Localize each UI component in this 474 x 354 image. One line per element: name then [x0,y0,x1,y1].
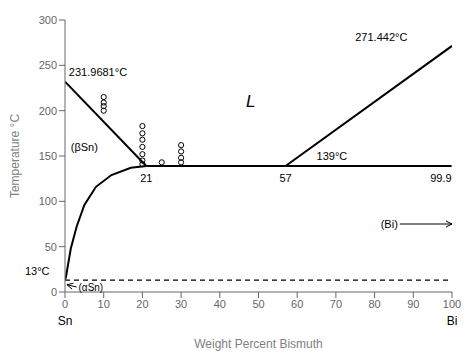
svg-text:Sn: Sn [58,314,73,328]
svg-text:150: 150 [39,150,57,162]
svg-text:20: 20 [136,298,148,310]
svg-text:250: 250 [39,59,57,71]
svg-text:100: 100 [39,195,57,207]
svg-text:Bi: Bi [447,314,458,328]
svg-text:0: 0 [51,286,57,298]
svg-text:100: 100 [443,298,461,310]
svg-text:80: 80 [368,298,380,310]
svg-text:57: 57 [279,172,291,184]
svg-text:10: 10 [98,298,110,310]
svg-text:L: L [246,92,255,111]
svg-text:40: 40 [214,298,226,310]
svg-text:13°C: 13°C [25,265,50,277]
svg-text:(βSn): (βSn) [71,141,98,153]
svg-text:50: 50 [45,241,57,253]
svg-text:0: 0 [62,298,68,310]
svg-text:271.442°C: 271.442°C [355,31,407,43]
svg-text:Weight Percent Bismuth: Weight Percent Bismuth [194,337,323,351]
svg-text:231.9681°C: 231.9681°C [69,66,127,78]
svg-text:(αSn): (αSn) [79,282,104,293]
svg-text:139°C: 139°C [317,150,348,162]
svg-text:Temperature °C: Temperature °C [8,114,22,198]
svg-text:99.9: 99.9 [430,172,451,184]
svg-text:21: 21 [140,172,152,184]
svg-text:300: 300 [39,14,57,26]
svg-text:70: 70 [330,298,342,310]
svg-text:60: 60 [291,298,303,310]
svg-text:90: 90 [407,298,419,310]
svg-text:(Bi): (Bi) [381,218,398,230]
svg-text:200: 200 [39,105,57,117]
svg-text:50: 50 [252,298,264,310]
svg-text:30: 30 [175,298,187,310]
